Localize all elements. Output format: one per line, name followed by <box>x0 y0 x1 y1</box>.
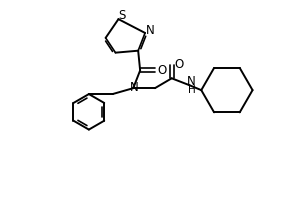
Text: O: O <box>174 58 183 71</box>
Text: N: N <box>187 75 196 88</box>
Text: S: S <box>119 9 126 22</box>
Text: O: O <box>157 64 167 77</box>
Text: N: N <box>130 81 139 94</box>
Text: N: N <box>146 24 154 37</box>
Text: H: H <box>188 85 195 95</box>
